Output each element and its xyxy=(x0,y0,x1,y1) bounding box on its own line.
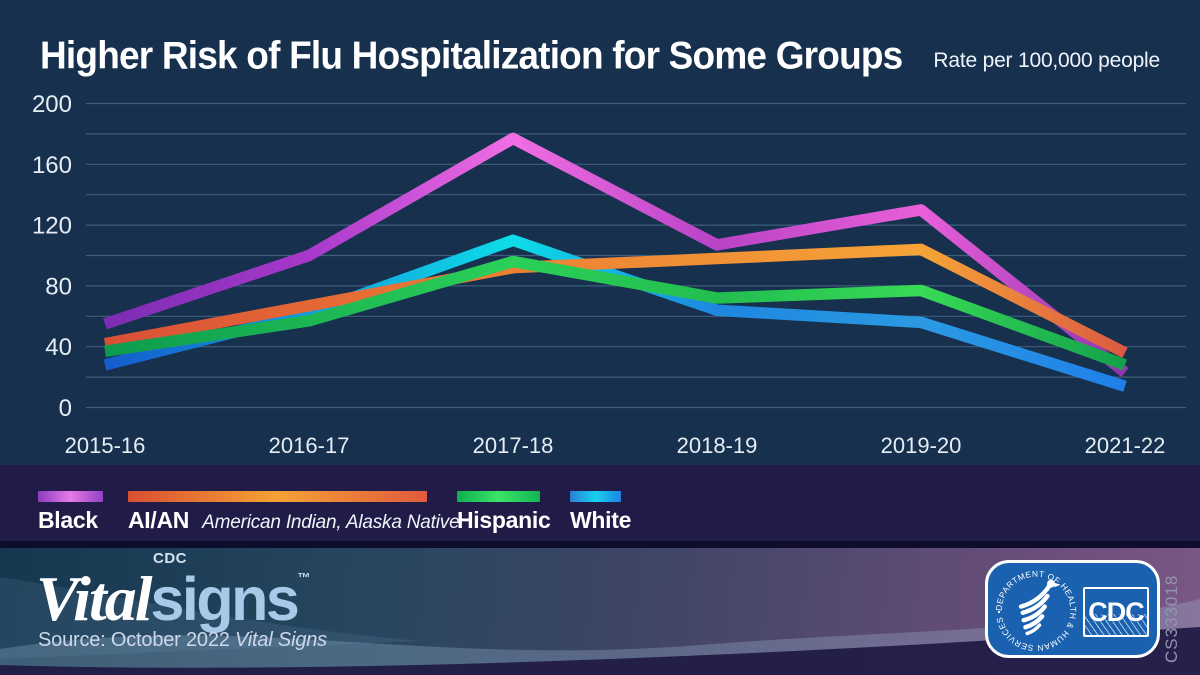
source-citation: Source: October 2022 Vital Signs xyxy=(38,629,327,652)
x-axis-tick-label: 2017-18 xyxy=(473,433,554,458)
y-axis-tick-label: 200 xyxy=(32,91,72,118)
y-axis-tick-label: 120 xyxy=(32,213,72,240)
chart-units-label: Rate per 100,000 people xyxy=(933,49,1160,72)
x-axis-tick-label: 2016-17 xyxy=(269,433,350,458)
footer-banner: Vital CDC signs™ Source: October 2022 Vita… xyxy=(0,541,1200,675)
legend-swatch xyxy=(457,491,540,502)
line-series-aian xyxy=(103,243,1128,358)
vital-signs-logo-signs: signs xyxy=(150,565,300,633)
hhs-cdc-logo-box: DEPARTMENT OF HEALTH & HUMAN SERVICES • … xyxy=(985,560,1160,658)
legend-swatch xyxy=(38,491,103,502)
y-axis-tick-label: 40 xyxy=(45,334,72,361)
legend-label: Black xyxy=(38,507,98,533)
page-title: Higher Risk of Flu Hospitalization for S… xyxy=(40,34,903,78)
y-axis-tick-label: 160 xyxy=(32,152,72,179)
source-prefix: Source: October 2022 xyxy=(38,629,236,651)
footer-top-strip xyxy=(0,541,1200,548)
line-series-hispanic xyxy=(104,255,1127,371)
cdc-logo-text: CDC xyxy=(1088,596,1144,627)
legend-label: Hispanic xyxy=(457,507,551,533)
vital-signs-logo: Vital CDC signs™ xyxy=(36,550,311,636)
legend-swatch xyxy=(570,491,621,502)
y-axis-tick-label: 0 xyxy=(59,395,72,422)
x-axis-tick-label: 2019-20 xyxy=(881,433,962,458)
legend-band: Black AI/AN American Indian, Alaska Native… xyxy=(0,465,1200,541)
legend-swatch xyxy=(128,491,427,502)
document-id: CS333018 xyxy=(1162,574,1181,663)
hhs-eagle-logo: DEPARTMENT OF HEALTH & HUMAN SERVICES • … xyxy=(992,567,1078,653)
x-axis-tick-label: 2015-16 xyxy=(65,433,146,458)
source-publication: Vital Signs xyxy=(235,629,327,651)
line-series-black xyxy=(103,132,1129,378)
legend-sublabel: American Indian, Alaska Native xyxy=(202,512,460,533)
vital-signs-logo-vital: Vital xyxy=(36,563,152,634)
trademark-symbol: ™ xyxy=(297,570,311,585)
footer-wave-decoration xyxy=(0,577,1200,675)
cdc-small-wordmark: CDC xyxy=(153,550,187,567)
legend-label: AI/AN xyxy=(128,507,190,533)
cdc-logo-hatch xyxy=(1085,613,1147,635)
svg-text:DEPARTMENT OF HEALTH & HUMAN S: DEPARTMENT OF HEALTH & HUMAN SERVICES • … xyxy=(992,567,1078,653)
flu-hospitalization-line-chart: 0 40 80 120 160 200 2015-16 2016-17 2017-18 2018-… xyxy=(32,91,1186,458)
x-axis-tick-label: 2018-19 xyxy=(677,433,758,458)
x-axis-tick-label: 2021-22 xyxy=(1085,433,1166,458)
cdc-logo: CDC xyxy=(1083,587,1149,637)
legend-label: White xyxy=(570,507,632,533)
y-axis-tick-label: 80 xyxy=(45,273,72,300)
